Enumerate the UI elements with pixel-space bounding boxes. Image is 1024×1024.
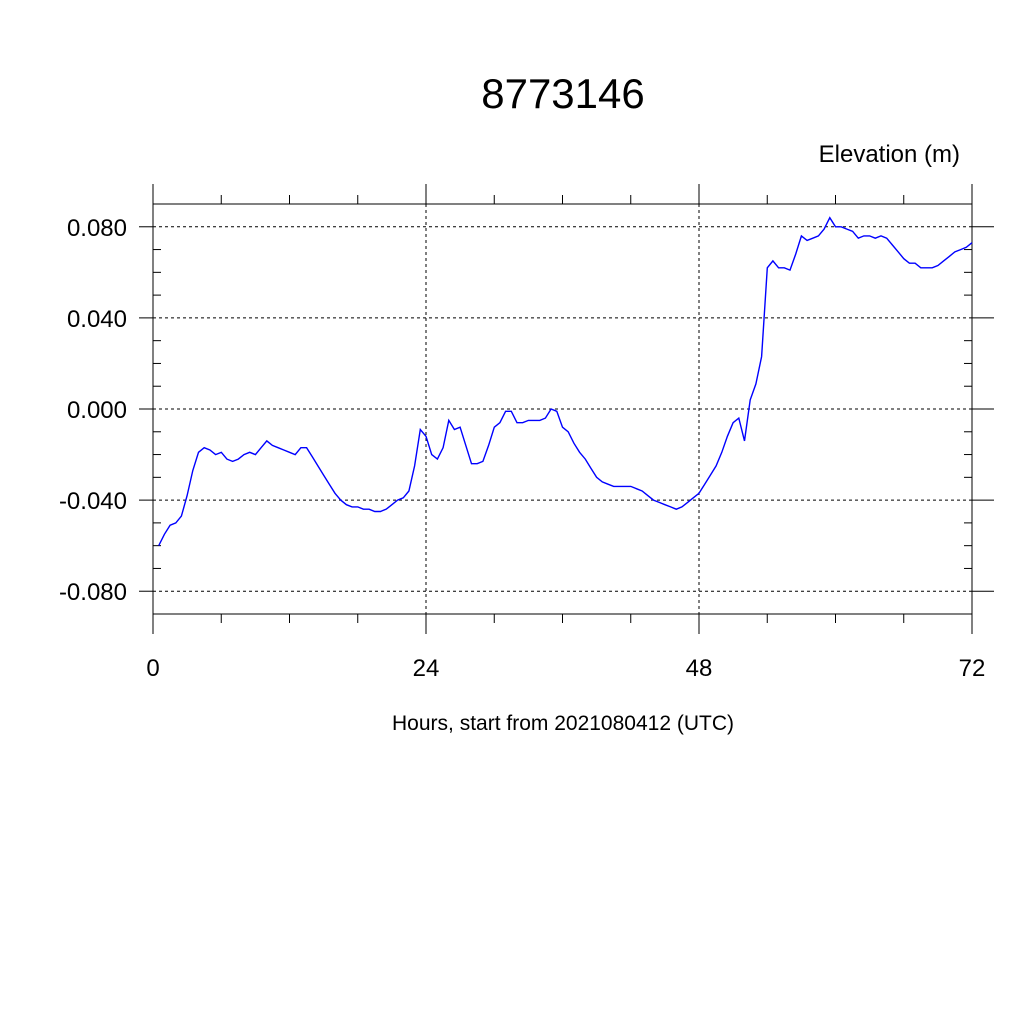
y-axis-label: Elevation (m) [819,141,960,168]
y-tick-label-2: 0.000 [67,397,127,424]
grid-lines [153,204,972,614]
y-axis: -0.080 -0.040 0.000 0.040 0.080 [59,215,994,606]
x-axis-label: Hours, start from 2021080412 (UTC) [392,712,734,735]
y-tick-label-3: 0.040 [67,306,127,333]
x-axis: 0 24 48 72 [146,184,985,682]
y-tick-label-0: -0.080 [59,579,127,606]
y-tick-label-1: -0.040 [59,488,127,515]
y-tick-label-4: 0.080 [67,215,127,242]
x-tick-label-2: 48 [686,655,713,682]
x-tick-label-1: 24 [413,655,440,682]
x-tick-label-3: 72 [959,655,986,682]
x-tick-label-0: 0 [146,655,159,682]
chart-title: 8773146 [481,70,645,117]
minor-ticks [153,195,972,623]
elevation-series-line [158,216,973,547]
